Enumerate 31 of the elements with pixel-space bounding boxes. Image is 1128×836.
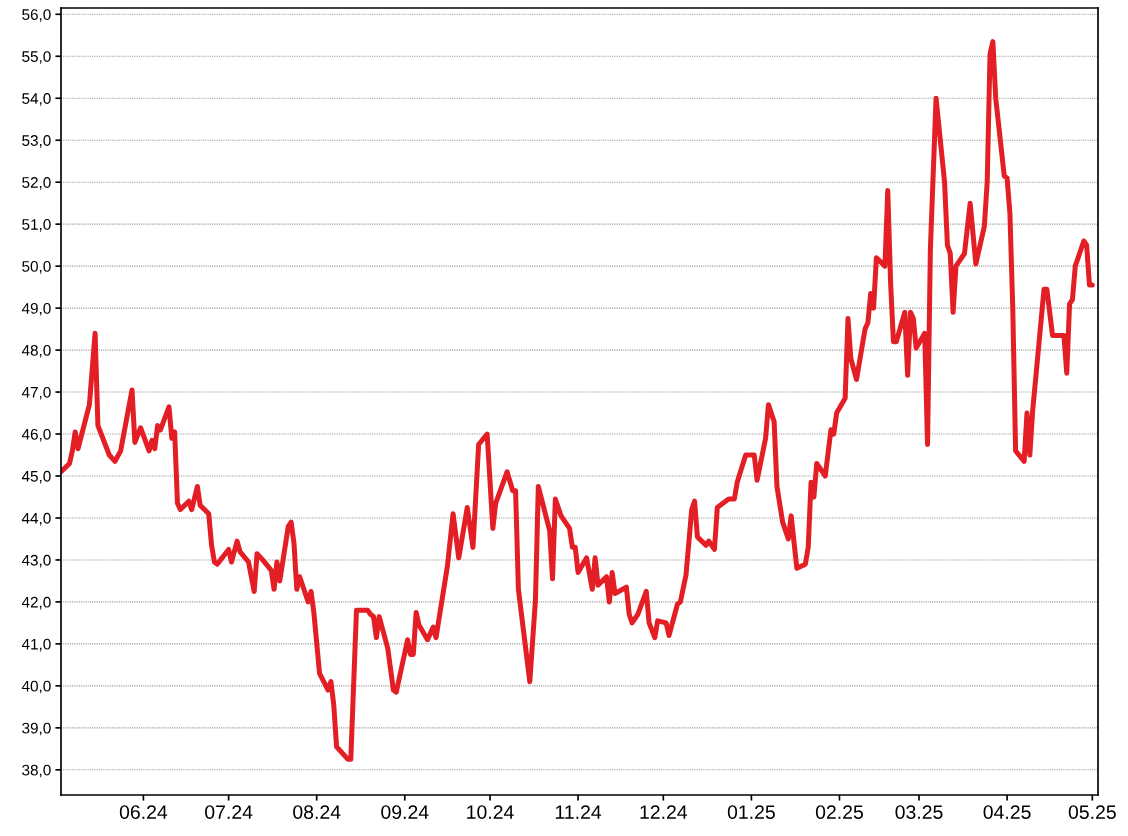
y-tick-label: 51,0 (22, 219, 51, 232)
y-tick-label: 48,0 (21, 344, 51, 358)
y-tick-label: 50,0 (22, 261, 51, 274)
x-tick-label: 04.25 (983, 805, 1031, 819)
y-tick-label: 54,0 (22, 93, 51, 106)
y-tick-label: 45,0 (21, 470, 51, 484)
y-tick-label: 55,0 (22, 51, 51, 64)
x-tick-label: 10.24 (467, 805, 514, 819)
y-tick-label: 56,0 (22, 9, 51, 22)
y-tick-label: 40,0 (21, 680, 51, 694)
y-tick-label: 43,0 (21, 554, 51, 568)
x-tick-label: 05.25 (1068, 805, 1116, 819)
x-tick-label: 08.24 (293, 805, 341, 819)
x-tick-label: 07.24 (205, 805, 253, 819)
y-tick-label: 53,0 (22, 135, 51, 148)
y-tick-label: 38,0 (22, 764, 51, 778)
y-tick-label: 47,0 (21, 386, 51, 400)
y-tick-label: 46,0 (21, 428, 51, 442)
y-tick-label: 42,0 (21, 596, 51, 610)
y-tick-label: 41,0 (21, 638, 51, 652)
x-tick-label: 06.24 (119, 805, 168, 819)
y-tick-label: 52,0 (22, 177, 51, 190)
x-tick-label: 09.24 (381, 805, 429, 819)
x-tick-label: 11.24 (555, 805, 602, 819)
x-tick-label: 01.25 (727, 805, 775, 819)
y-tick-label: 44,0 (21, 512, 51, 526)
y-tick-label: 49,0 (21, 302, 51, 316)
x-tick-label: 03.25 (895, 805, 943, 819)
y-tick-label: 39,0 (22, 722, 51, 736)
x-tick-label: 12.24 (640, 805, 688, 819)
x-tick-label: 02.25 (815, 805, 863, 819)
